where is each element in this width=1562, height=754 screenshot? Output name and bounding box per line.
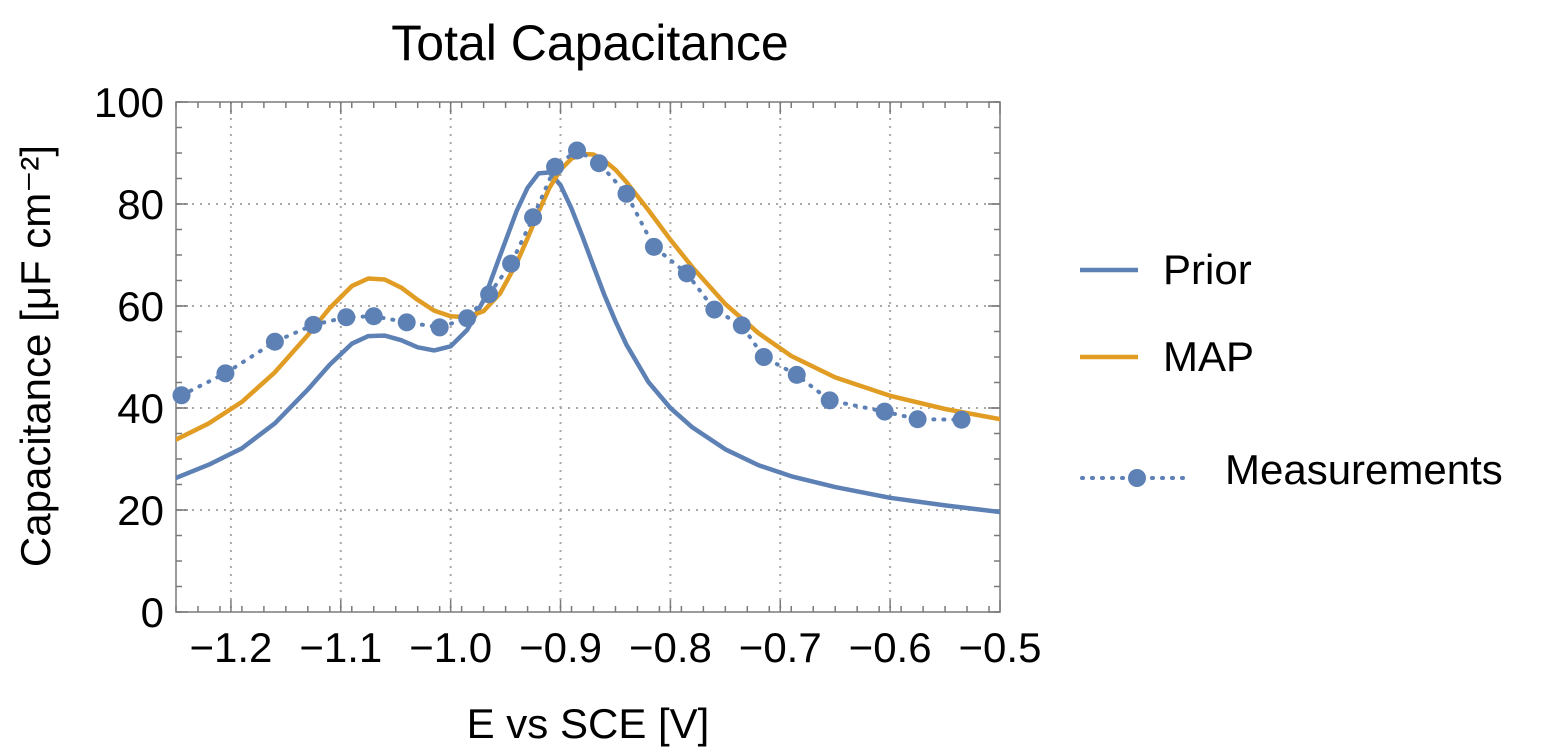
y-tick-label: 100: [94, 79, 164, 126]
data-point-measurements: [952, 410, 971, 429]
x-tick-label: −0.6: [849, 624, 932, 671]
data-point-measurements: [265, 332, 284, 351]
data-point-measurements: [397, 313, 416, 332]
legend-label: Prior: [1163, 246, 1252, 293]
data-point-measurements: [172, 386, 191, 405]
y-tick-label: 0: [141, 589, 164, 636]
x-tick-label: −0.8: [629, 624, 712, 671]
legend-item-map: MAP: [1080, 333, 1254, 380]
data-point-measurements: [364, 307, 383, 326]
chart-title: Total Capacitance: [391, 15, 788, 71]
data-point-measurements: [502, 254, 521, 273]
series-line-prior: [176, 170, 1000, 515]
legend-item-prior: Prior: [1080, 246, 1252, 293]
data-point-measurements: [430, 318, 449, 337]
x-tick-label: −0.7: [739, 624, 822, 671]
x-axis-label: E vs SCE [V]: [467, 700, 710, 747]
data-point-measurements: [732, 316, 751, 335]
plot-series: [172, 141, 1000, 515]
data-point-measurements: [480, 285, 499, 304]
gridlines: [176, 102, 1000, 612]
series-group: [176, 148, 1000, 515]
legend-item-measurements: Measurements: [1080, 446, 1503, 493]
y-tick-label: 20: [117, 487, 164, 534]
data-point-measurements: [677, 264, 696, 283]
data-point-measurements: [644, 237, 663, 256]
data-point-measurements: [304, 315, 323, 334]
x-tick-label: −0.5: [959, 624, 1042, 671]
data-point-measurements: [216, 364, 235, 383]
data-point-measurements: [337, 308, 356, 327]
data-point-measurements: [524, 208, 543, 227]
data-point-measurements: [820, 391, 839, 410]
y-tick-label: 60: [117, 283, 164, 330]
data-point-measurements: [705, 300, 724, 319]
data-point-measurements: [589, 154, 608, 173]
y-tick-label: 80: [117, 181, 164, 228]
legend: Prior MAP Measurements: [1080, 246, 1503, 493]
data-point-measurements: [568, 141, 587, 160]
x-tick-label: −1.2: [189, 624, 272, 671]
y-axis-label: Capacitance [μF cm⁻²]: [12, 145, 59, 567]
data-point-measurements: [875, 402, 894, 421]
data-point-measurements: [617, 184, 636, 203]
legend-label: Measurements: [1225, 446, 1503, 493]
x-tick-label: −1.0: [409, 624, 492, 671]
legend-label: MAP: [1163, 333, 1254, 380]
y-tick-labels: 0 20 40 60 80 100: [94, 79, 164, 636]
data-point-measurements: [754, 348, 773, 366]
legend-marker: [1128, 469, 1146, 487]
data-point-measurements: [546, 157, 565, 176]
plot-frame: [175, 101, 1001, 613]
x-tick-label: −1.1: [299, 624, 382, 671]
data-point-measurements: [787, 365, 806, 384]
axis-ticks: [175, 101, 1001, 613]
x-tick-label: −0.9: [519, 624, 602, 671]
data-point-measurements: [458, 309, 477, 328]
x-tick-labels: −1.2 −1.1 −1.0 −0.9 −0.8 −0.7 −0.6 −0.5: [189, 624, 1041, 671]
data-point-measurements: [908, 410, 927, 429]
y-tick-label: 40: [117, 385, 164, 432]
